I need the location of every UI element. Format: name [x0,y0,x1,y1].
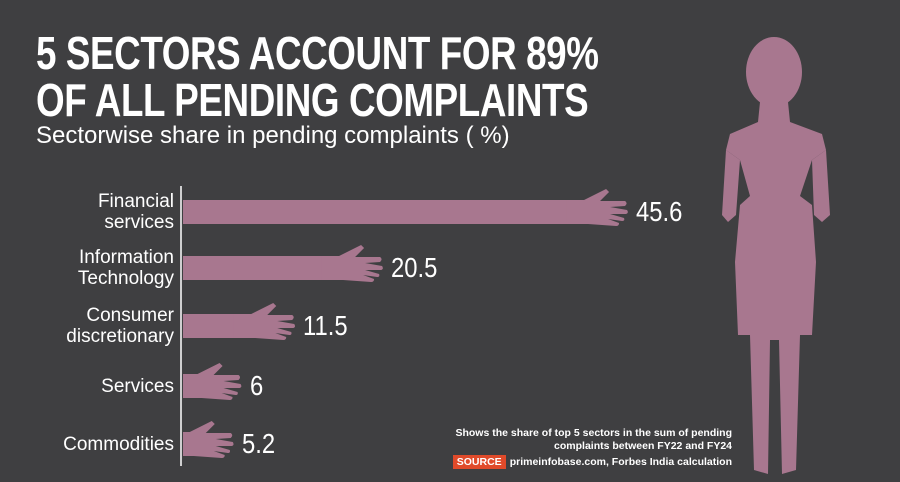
value-label: 6 [249,370,263,401]
category-label: Commodities [63,433,174,455]
category-label: Financial services [97,191,174,233]
hand [183,421,234,458]
hand [183,363,242,400]
bar [183,189,628,226]
source: primeinfobase.com, Forbes India calculat… [509,456,732,468]
chart-title: OF ALL PENDING COMPLAINTS [36,74,589,126]
chart-title: 5 SECTORS ACCOUNT FOR 89% [36,27,599,79]
woman-silhouette [722,37,830,474]
hand [566,189,628,226]
source-label: SOURCE [452,455,506,469]
note: Shows the share of top 5 sectors in the … [455,427,732,452]
source-row: SOURCE primeinfobase.com, Forbes India ca… [440,455,732,469]
category-label: Information Technology [77,247,174,289]
category-label: Consumer discretionary [66,305,174,347]
bar [183,421,234,458]
category-label: Services [101,375,174,397]
bar-arm [183,256,334,280]
hand [233,303,296,340]
hand [321,245,383,282]
value-label: 45.6 [636,196,683,227]
value-label: 20.5 [391,252,438,283]
bar-arm [183,200,579,224]
bar [183,363,242,400]
chart-subtitle: Sectorwise share in pending complaints (… [36,122,510,149]
value-label: 11.5 [303,310,348,341]
value-label: 5.2 [241,428,275,459]
bar [183,245,383,282]
bar [183,303,296,340]
